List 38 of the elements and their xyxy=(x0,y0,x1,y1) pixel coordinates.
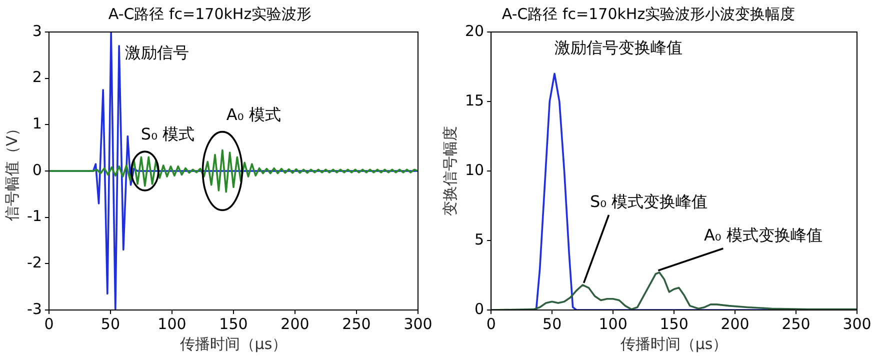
x-tick-label: 50 xyxy=(100,314,120,333)
x-tick-label: 150 xyxy=(660,314,688,333)
x-tick-label: 200 xyxy=(720,314,750,333)
x-tick-label: 100 xyxy=(158,314,186,333)
x-tick-label: 250 xyxy=(782,314,810,333)
x-tick-label: 0 xyxy=(44,314,54,333)
y-tick-label: 2 xyxy=(32,68,42,86)
annotation: S₀ 模式变换峰值 xyxy=(590,192,708,212)
y-tick-label: -2 xyxy=(26,254,42,272)
x-tick-label: 200 xyxy=(280,314,310,333)
y-tick-label: 10 xyxy=(464,160,484,179)
x-tick-label: 0 xyxy=(486,314,496,333)
x-tick-label: 300 xyxy=(842,314,872,333)
annotation: 激励信号 xyxy=(125,43,190,62)
annotation: A₀ 模式 xyxy=(226,104,281,124)
annotation: A₀ 模式变换峰值 xyxy=(704,226,822,245)
y-tick-label: 1 xyxy=(32,114,42,133)
y-tick-label: 0 xyxy=(474,300,484,318)
y-axis-title: 变换信号幅度 xyxy=(440,126,459,216)
y-tick-label: -1 xyxy=(26,207,42,226)
y-tick-label: 0 xyxy=(32,160,42,179)
y-axis-title: 信号幅值（V） xyxy=(2,120,21,222)
y-tick-label: 5 xyxy=(474,230,484,248)
x-tick-label: 150 xyxy=(219,314,248,333)
y-tick-label: -3 xyxy=(26,300,42,318)
chart-title: A-C路径 fc=170kHz实验波形 xyxy=(108,4,312,23)
annotation: 激励信号变换峰值 xyxy=(554,38,683,57)
x-tick-label: 250 xyxy=(342,314,371,333)
x-tick-label: 300 xyxy=(404,314,432,333)
y-tick-label: 15 xyxy=(464,91,484,110)
x-tick-label: 100 xyxy=(598,314,628,333)
x-axis-title: 传播时间（μs） xyxy=(180,334,288,353)
chart-title: A-C路径 fc=170kHz实验波形小波变换幅度 xyxy=(502,4,796,23)
y-tick-label: 3 xyxy=(32,22,42,40)
annotation: S₀ 模式 xyxy=(140,124,195,144)
x-axis-title: 传播时间（μs） xyxy=(620,334,728,353)
x-tick-label: 50 xyxy=(542,314,562,333)
y-tick-label: 20 xyxy=(464,22,484,40)
